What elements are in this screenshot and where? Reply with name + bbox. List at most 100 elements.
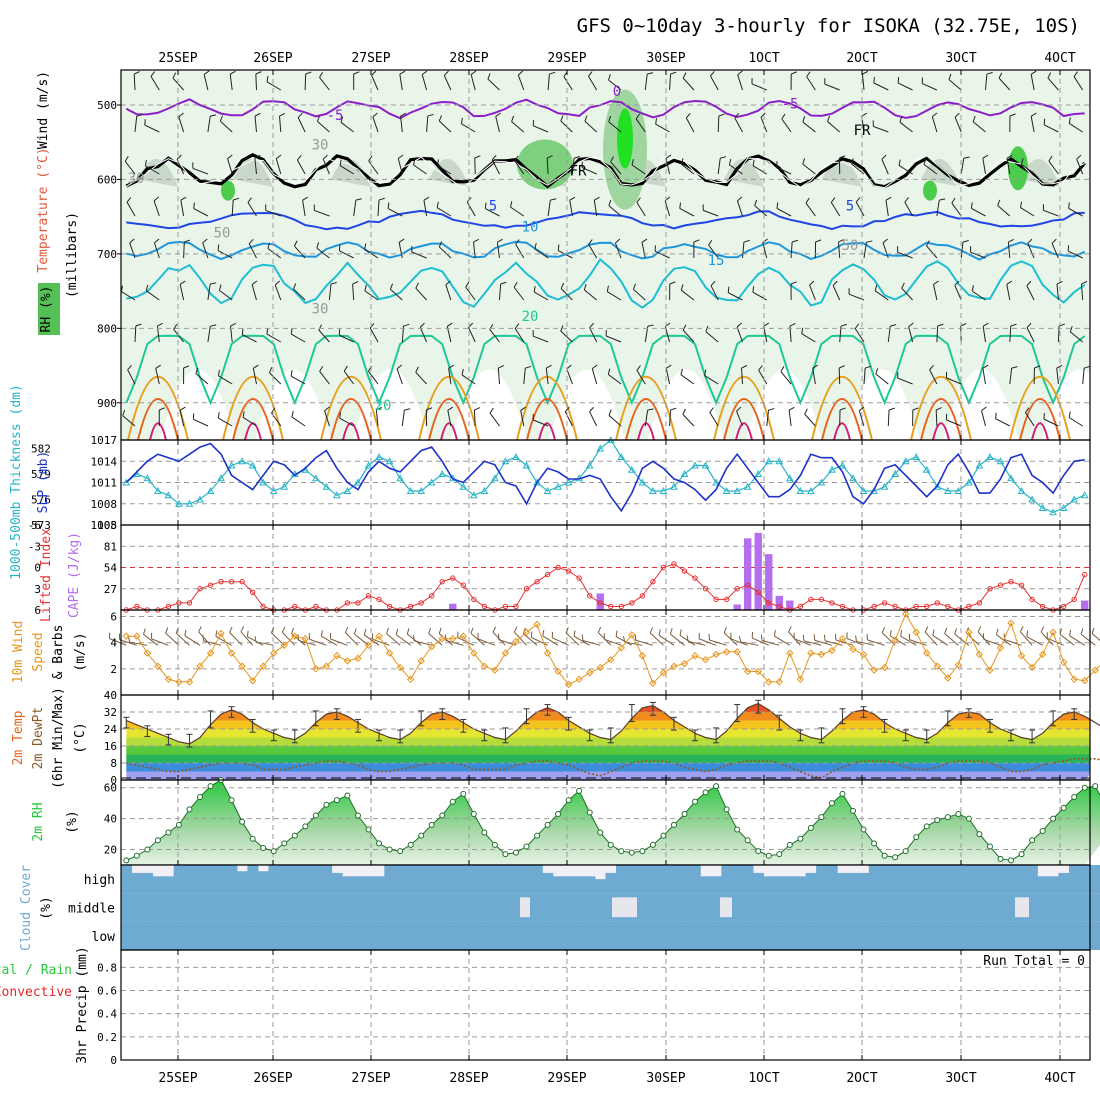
cloud-bar-middle: [995, 893, 1007, 922]
upper-wind-barb: [874, 290, 889, 301]
wind10m-barb: [624, 641, 643, 646]
cloud-bar-high: [805, 872, 817, 894]
wind10m-point: [227, 649, 236, 657]
contour-25: [222, 375, 284, 441]
upper-wind-barb: [838, 367, 841, 385]
upper-wind-barb: [809, 284, 816, 301]
upper-wind-barb: [155, 368, 160, 385]
rh-point: [376, 840, 383, 847]
lifted-index-point: [228, 578, 235, 585]
wind10m-barb: [198, 631, 211, 646]
upper-wind-barb: [421, 74, 428, 91]
cloud-bar-low: [658, 921, 670, 950]
cloud-bar-low: [447, 921, 459, 950]
wind10m-barb: [565, 632, 580, 646]
upper-wind-barb-flag: [438, 241, 443, 248]
upper-wind-barb: [1067, 250, 1083, 259]
upper-wind-barb: [352, 284, 355, 301]
lifted-index-point: [608, 603, 614, 610]
lifted-index-point: [766, 600, 772, 606]
upper-wind-barb: [127, 369, 136, 385]
upper-wind-barb-flag: [427, 113, 434, 117]
wind10m-barb-flag: [944, 627, 948, 634]
thickness-point: [975, 461, 984, 469]
rh-point: [902, 848, 909, 855]
cloud-bar-high: [731, 865, 743, 894]
upper-wind-barb: [207, 116, 211, 133]
rh-point: [544, 821, 551, 828]
cloud-bar-low: [352, 921, 364, 950]
wind10m-barb: [109, 638, 127, 646]
date-label-top: 4OCT: [1044, 51, 1075, 66]
upper-wind-barb-flag: [1025, 407, 1030, 413]
cloud-bar-middle: [1005, 893, 1017, 922]
cloud-bar-high: [1005, 865, 1017, 894]
upper-wind-barb: [897, 82, 913, 91]
upper-wind-barb: [802, 121, 816, 133]
upper-ylabel-temp: Temperature (°C): [36, 147, 51, 272]
upper-wind-barb-flag: [670, 407, 677, 411]
upper-wind-barb-flag: [997, 199, 1001, 206]
thickness-point: [175, 499, 183, 507]
upper-wind-barb: [255, 73, 257, 91]
wind10m-point: [712, 650, 720, 659]
upper-wind-barb: [855, 201, 865, 217]
lifted-index-point: [418, 600, 424, 606]
upper-wind-barb-flag: [465, 281, 470, 288]
date-label-bottom: 4OCT: [1044, 1071, 1075, 1086]
date-label-bottom: 2OCT: [846, 1071, 877, 1086]
wind10m-point: [691, 652, 699, 660]
upper-wind-barb-flag: [743, 239, 750, 243]
upper-wind-barb: [644, 74, 648, 91]
upper-ytick: 600: [97, 173, 117, 186]
upper-wind-barb: [933, 284, 938, 301]
upper-wind-barb: [781, 118, 792, 133]
upper-wind-barb-flag: [183, 365, 190, 369]
upper-wind-barb-flag: [560, 325, 564, 332]
upper-wind-barb-flag: [912, 407, 919, 411]
lifted-index-point: [460, 582, 467, 588]
upper-wind-barb: [887, 409, 890, 427]
upper-wind-barb: [1068, 207, 1083, 217]
wind10m-point: [122, 632, 130, 640]
upper-wind-barb-flag: [754, 199, 758, 206]
slp-ytick: 1014: [91, 455, 118, 468]
cloud-bar-middle: [447, 893, 459, 922]
wind10m-barb-flag: [813, 634, 816, 641]
lifted-index-point: [639, 593, 646, 599]
upper-wind-barb-flag: [802, 158, 806, 165]
cloud-bar-low: [479, 921, 491, 950]
lifted-index-point: [313, 603, 319, 610]
upper-wind-barb: [426, 116, 429, 133]
upper-wind-barb: [377, 200, 380, 217]
li-ytick: -6: [28, 519, 41, 532]
rh-point: [418, 832, 425, 839]
cloud-bar-middle: [1058, 893, 1070, 922]
precip-run-total: Run Total = 0: [983, 954, 1085, 969]
wind10m-barb: [321, 635, 338, 646]
cloud-level-label: low: [92, 930, 116, 945]
wind10m-barb: [395, 634, 411, 646]
upper-wind-barb: [1043, 418, 1059, 427]
contour-label: 20: [375, 398, 392, 414]
upper-wind-barb: [655, 123, 670, 133]
upper-wind-barb-flag: [583, 284, 587, 291]
upper-wind-barb: [423, 200, 428, 217]
upper-wind-barb-flag: [908, 322, 914, 327]
upper-wind-barb-flag: [737, 70, 743, 76]
wind10m-barb: [932, 634, 949, 646]
upper-wind-barb-flag: [728, 158, 732, 165]
rh-point: [281, 840, 288, 847]
rh-point: [439, 812, 446, 819]
cape-bar: [1081, 600, 1089, 610]
cloud-bar-high: [415, 865, 427, 894]
cloud-bar-high: [1037, 876, 1049, 894]
rh-point: [850, 807, 857, 814]
upper-wind-barb: [1027, 243, 1035, 259]
upper-wind-barb: [1025, 412, 1035, 427]
upper-wind-barb-flag: [862, 70, 869, 75]
cloud-bar-low: [194, 921, 206, 950]
cape-bar: [733, 604, 741, 610]
cloud-bar-middle: [974, 893, 986, 922]
upper-wind-barb: [339, 165, 354, 175]
